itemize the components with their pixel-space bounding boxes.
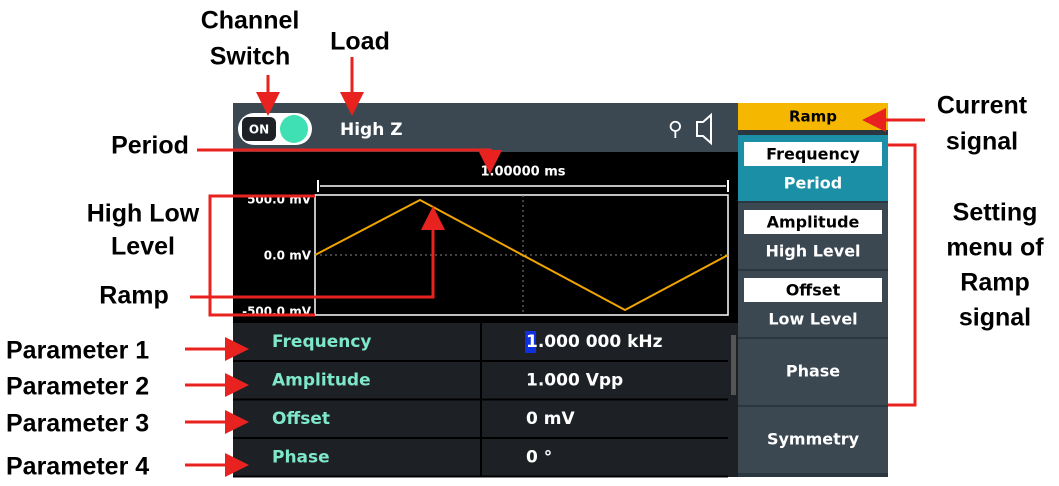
param-name: Phase <box>272 448 330 468</box>
annotation: signal <box>959 304 1031 332</box>
menu-value: High Level <box>765 242 860 261</box>
annotation: Parameter 3 <box>6 410 149 438</box>
scrollbar <box>731 335 736 395</box>
annotation: Switch <box>210 43 291 71</box>
annotation: High Low <box>87 200 200 228</box>
menu-value: Low Level <box>768 310 857 329</box>
bracket <box>888 145 915 405</box>
menu-label: Amplitude <box>767 213 860 232</box>
load-text: High Z <box>340 120 403 140</box>
param-value: 0 ° <box>526 448 552 468</box>
annotation: Parameter 4 <box>6 453 149 481</box>
menu-title: Ramp <box>789 108 837 126</box>
menu-label: Symmetry <box>767 430 860 449</box>
annotation: Level <box>111 233 175 261</box>
usb-icon: ⚲ <box>668 117 683 141</box>
page: ON High Z ⚲ 1.00000 ms 500.0 mV 0.0 mV -… <box>0 0 1059 482</box>
annotation: Current <box>937 92 1028 120</box>
switch-knob <box>280 115 308 143</box>
param-value: 1.000 Vpp <box>526 371 623 391</box>
annotation: menu of <box>946 234 1044 262</box>
menu-label: Phase <box>786 362 840 381</box>
annotation: Load <box>330 28 390 56</box>
annotation: Ramp <box>99 282 168 310</box>
menu-label: Frequency <box>766 145 860 164</box>
annotation: signal <box>946 128 1018 156</box>
param-name: Amplitude <box>272 371 371 391</box>
y-label: 0.0 mV <box>264 249 312 263</box>
menu-label: Offset <box>786 281 841 300</box>
param-value: 1.000 000 kHz <box>526 332 663 352</box>
annotation: Parameter 1 <box>6 337 149 365</box>
period-value: 1.00000 ms <box>480 165 565 180</box>
param-name: Offset <box>272 409 330 429</box>
menu-value: Period <box>784 174 842 193</box>
annotation: Parameter 2 <box>6 373 149 401</box>
annotation: Channel <box>201 7 300 35</box>
param-value: 0 mV <box>526 409 575 429</box>
annotation: Setting <box>953 199 1038 227</box>
param-name: Frequency <box>272 332 372 352</box>
switch-text: ON <box>249 123 269 137</box>
annotation: Period <box>111 132 189 160</box>
annotation: Ramp <box>960 269 1029 297</box>
